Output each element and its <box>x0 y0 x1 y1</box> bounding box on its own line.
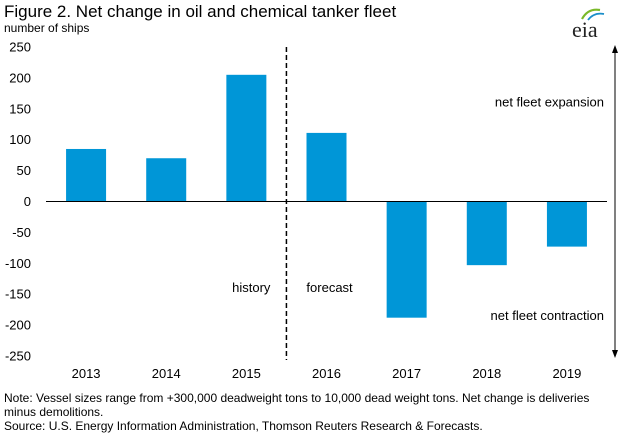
bar-2015 <box>226 74 267 202</box>
bar-2019 <box>546 201 587 247</box>
bar-2014 <box>146 158 187 202</box>
logo-text: eia <box>572 17 598 42</box>
chart-title: Figure 2. Net change in oil and chemical… <box>4 2 397 21</box>
eia-logo-graphic: eia <box>572 8 605 42</box>
bar-2017 <box>386 201 427 318</box>
x-tick-label: 2016 <box>312 366 341 381</box>
x-tick-label: 2017 <box>392 366 421 381</box>
logo-arc-blue <box>587 12 605 21</box>
y-axis-unit-label: number of ships <box>4 21 90 35</box>
forecast-label: forecast <box>306 280 353 295</box>
expansion-contraction-arrow <box>612 45 618 358</box>
y-tick-label: 250 <box>9 40 31 55</box>
net-fleet-contraction-label: net fleet contraction <box>491 308 604 323</box>
y-tick-label: 100 <box>9 132 31 147</box>
x-axis: 2013 2014 2015 2016 2017 2018 2019 <box>72 366 582 381</box>
x-tick-label: 2018 <box>472 366 501 381</box>
eia-logo: eia <box>566 6 618 42</box>
y-tick-label: -50 <box>12 225 31 240</box>
bar-2016 <box>306 132 347 202</box>
y-tick-label: -100 <box>5 256 31 271</box>
history-label: history <box>232 280 271 295</box>
y-tick-label: -150 <box>5 287 31 302</box>
footer-source: Source: U.S. Energy Information Administ… <box>4 419 483 433</box>
y-tick-label: -250 <box>5 349 31 364</box>
footer-note: Note: Vessel sizes range from +300,000 d… <box>4 391 593 419</box>
y-tick-label: 200 <box>9 70 31 85</box>
arrow-head-down <box>612 350 618 358</box>
bar-2018 <box>466 201 507 266</box>
x-tick-label: 2015 <box>232 366 261 381</box>
net-fleet-expansion-label: net fleet expansion <box>495 95 604 110</box>
x-tick-label: 2014 <box>152 366 181 381</box>
x-tick-label: 2019 <box>552 366 581 381</box>
x-tick-label: 2013 <box>72 366 101 381</box>
y-axis: 250 200 150 100 50 0 -50 -100 -150 -200 -250 <box>5 40 31 364</box>
y-tick-label: 0 <box>24 194 31 209</box>
y-tick-label: -200 <box>5 318 31 333</box>
y-tick-label: 50 <box>17 163 31 178</box>
logo-arc-green <box>581 8 601 20</box>
bar-2013 <box>66 148 107 202</box>
bars <box>66 74 587 318</box>
footer: Note: Vessel sizes range from +300,000 d… <box>4 391 620 433</box>
y-tick-label: 150 <box>9 101 31 116</box>
arrow-head-up <box>612 45 618 53</box>
